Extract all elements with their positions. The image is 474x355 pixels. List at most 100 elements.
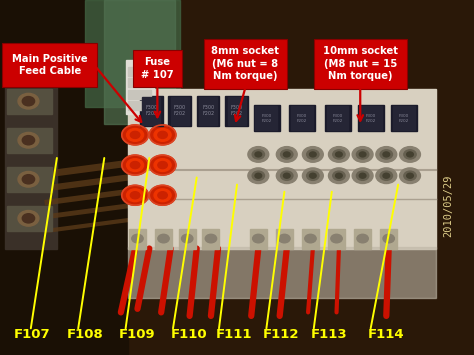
Text: 8mm socket
(M6 nut = 8
Nm torque): 8mm socket (M6 nut = 8 Nm torque) — [211, 47, 279, 81]
Bar — [171, 97, 189, 125]
Bar — [250, 229, 267, 248]
Text: F300
F202: F300 F202 — [399, 114, 409, 122]
Text: F300
F202: F300 F202 — [365, 114, 376, 122]
Bar — [104, 0, 175, 124]
Bar — [354, 229, 371, 248]
Text: F114: F114 — [367, 328, 404, 341]
Bar — [289, 105, 315, 131]
Circle shape — [376, 168, 397, 184]
Text: F108: F108 — [66, 328, 103, 341]
Circle shape — [154, 189, 171, 202]
Circle shape — [310, 173, 316, 178]
Circle shape — [205, 234, 217, 243]
Circle shape — [380, 150, 392, 159]
Bar — [168, 96, 191, 126]
Circle shape — [357, 234, 368, 243]
Bar — [7, 128, 52, 153]
Circle shape — [252, 171, 264, 180]
Circle shape — [380, 171, 392, 180]
Bar — [228, 97, 246, 125]
Circle shape — [253, 234, 264, 243]
Circle shape — [281, 150, 293, 159]
Bar — [155, 229, 172, 248]
Circle shape — [404, 150, 416, 159]
FancyBboxPatch shape — [204, 39, 287, 89]
Bar — [393, 106, 415, 130]
FancyBboxPatch shape — [314, 39, 407, 89]
Bar — [291, 106, 313, 130]
Circle shape — [383, 173, 390, 178]
Circle shape — [376, 147, 397, 162]
Text: 2010/05/29: 2010/05/29 — [443, 175, 453, 237]
Bar — [129, 229, 146, 248]
Circle shape — [122, 155, 148, 175]
Text: F300
F202: F300 F202 — [332, 114, 343, 122]
Circle shape — [276, 147, 297, 162]
Bar — [380, 229, 397, 248]
Circle shape — [352, 147, 373, 162]
Text: F112: F112 — [263, 328, 300, 341]
Circle shape — [407, 173, 413, 178]
Circle shape — [22, 136, 35, 145]
Circle shape — [127, 159, 144, 171]
Bar — [7, 167, 52, 192]
Circle shape — [154, 159, 171, 171]
Circle shape — [252, 150, 264, 159]
Text: 10mm socket
(M8 nut = 15
Nm torque): 10mm socket (M8 nut = 15 Nm torque) — [323, 47, 398, 81]
Bar — [225, 96, 248, 126]
Bar — [128, 78, 151, 87]
Bar — [255, 106, 277, 130]
Circle shape — [302, 147, 323, 162]
Bar — [254, 105, 280, 131]
Circle shape — [158, 131, 167, 138]
Circle shape — [302, 168, 323, 184]
Circle shape — [359, 173, 366, 178]
Circle shape — [122, 125, 148, 145]
Circle shape — [352, 168, 373, 184]
Text: F110: F110 — [171, 328, 207, 341]
Bar — [7, 89, 52, 114]
Circle shape — [328, 168, 349, 184]
Circle shape — [407, 152, 413, 157]
Bar — [128, 90, 151, 99]
Bar — [5, 53, 57, 248]
Circle shape — [22, 175, 35, 184]
Bar — [85, 0, 180, 106]
Circle shape — [336, 152, 342, 157]
Circle shape — [18, 171, 39, 187]
Bar — [128, 89, 436, 248]
Text: Fuse
# 107: Fuse # 107 — [141, 57, 174, 80]
Bar — [276, 229, 293, 248]
Circle shape — [158, 234, 169, 243]
Circle shape — [18, 93, 39, 109]
Bar — [7, 206, 52, 231]
Circle shape — [283, 152, 290, 157]
Bar — [325, 105, 351, 131]
Circle shape — [127, 189, 144, 202]
Circle shape — [132, 234, 143, 243]
Circle shape — [276, 168, 297, 184]
Circle shape — [359, 152, 366, 157]
Text: F300
F202: F300 F202 — [230, 105, 243, 116]
Circle shape — [18, 132, 39, 148]
Text: F111: F111 — [216, 328, 252, 341]
Circle shape — [149, 125, 176, 145]
Circle shape — [279, 234, 290, 243]
Bar — [140, 96, 163, 126]
FancyBboxPatch shape — [2, 43, 97, 87]
Bar — [302, 229, 319, 248]
Circle shape — [22, 97, 35, 106]
Bar — [360, 106, 382, 130]
Circle shape — [18, 211, 39, 226]
Circle shape — [356, 171, 369, 180]
Bar — [328, 229, 345, 248]
Circle shape — [154, 129, 171, 141]
Circle shape — [404, 171, 416, 180]
Circle shape — [307, 171, 319, 180]
Circle shape — [255, 173, 262, 178]
Bar — [391, 105, 417, 131]
Bar — [202, 229, 219, 248]
Bar — [179, 229, 196, 248]
Circle shape — [130, 131, 140, 138]
Circle shape — [400, 147, 420, 162]
